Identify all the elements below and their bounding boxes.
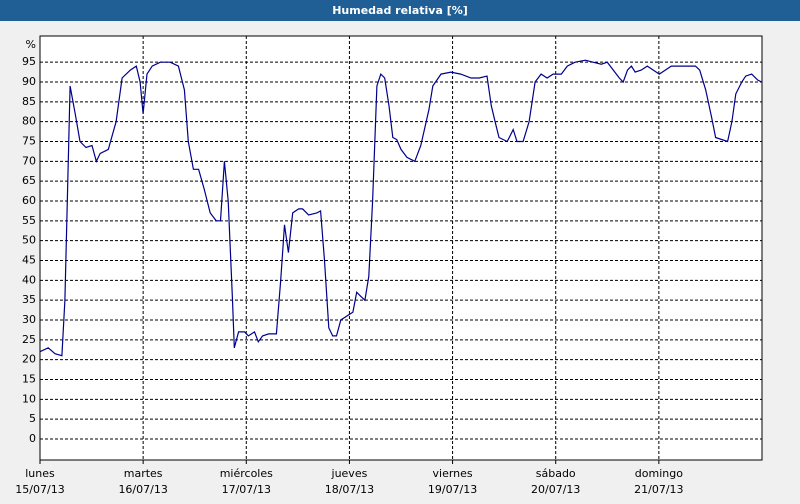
y-tick-label: 70 <box>22 154 36 167</box>
data-line <box>39 59 762 357</box>
x-tick-label: martes <box>124 467 163 480</box>
x-tick-date: 20/07/13 <box>531 483 580 496</box>
y-tick-label: 25 <box>22 333 36 346</box>
y-tick-label: 75 <box>22 135 36 148</box>
title-bar <box>0 0 800 21</box>
x-tick-label: jueves <box>331 467 368 480</box>
y-tick-label: 65 <box>22 174 36 187</box>
y-tick-label: 5 <box>29 412 36 425</box>
x-tick-label: viernes <box>433 467 473 480</box>
y-tick-label: 0 <box>29 432 36 445</box>
x-tick-date: 21/07/13 <box>634 483 683 496</box>
y-tick-label: 30 <box>22 313 36 326</box>
y-tick-label: 90 <box>22 75 36 88</box>
y-tick-label: 10 <box>22 392 36 405</box>
y-tick-label: 40 <box>22 273 36 286</box>
x-tick-date: 15/07/13 <box>15 483 64 496</box>
x-tick-date: 17/07/13 <box>222 483 271 496</box>
y-tick-label: 85 <box>22 95 36 108</box>
x-tick-date: 19/07/13 <box>428 483 477 496</box>
y-tick-label: 80 <box>22 115 36 128</box>
y-tick-label: 45 <box>22 253 36 266</box>
x-tick-date: 18/07/13 <box>325 483 374 496</box>
y-axis-label: % <box>26 38 36 51</box>
y-tick-label: 60 <box>22 194 36 207</box>
y-tick-label: 55 <box>22 214 36 227</box>
x-tick-label: miércoles <box>220 467 273 480</box>
chart-title: Humedad relativa [%] <box>332 4 468 17</box>
plot-area <box>39 35 763 461</box>
x-tick-label: domingo <box>635 467 683 480</box>
x-tick-label: lunes <box>25 467 55 480</box>
y-tick-label: 15 <box>22 372 36 385</box>
y-tick-label: 35 <box>22 293 36 306</box>
y-tick-label: 20 <box>22 353 36 366</box>
x-tick-date: 16/07/13 <box>118 483 167 496</box>
y-tick-label: 95 <box>22 55 36 68</box>
y-tick-label: 50 <box>22 234 36 247</box>
x-tick-label: sábado <box>536 467 576 480</box>
